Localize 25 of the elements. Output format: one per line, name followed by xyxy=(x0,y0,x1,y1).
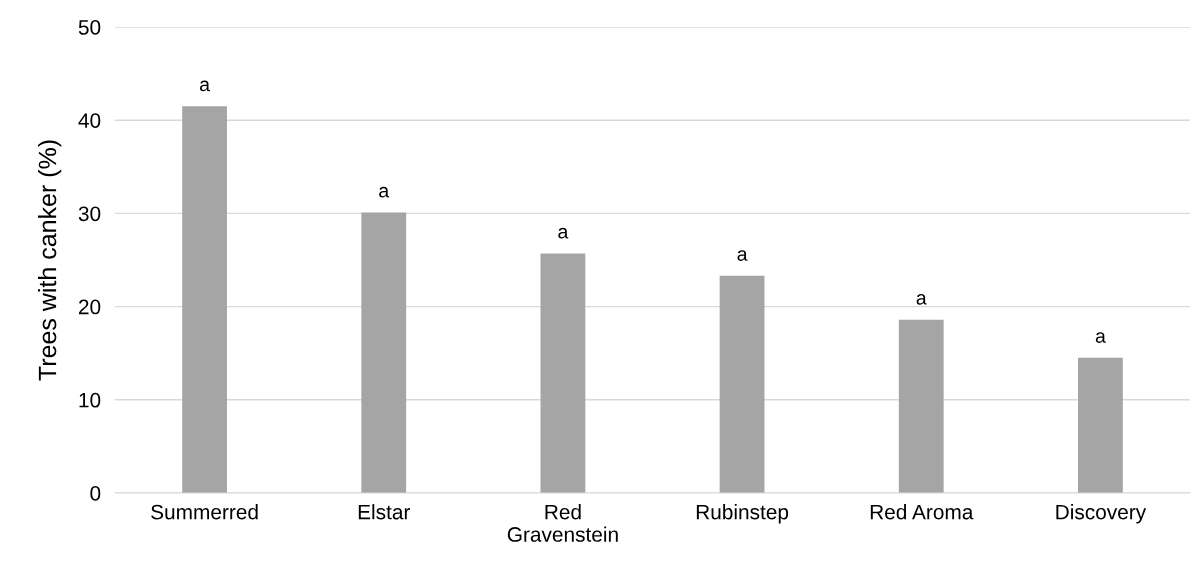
y-tick-label: 40 xyxy=(78,113,101,128)
bar xyxy=(1078,357,1123,493)
bar xyxy=(540,253,586,493)
x-tick-label: Red Aroma xyxy=(870,504,974,520)
annotation: a xyxy=(916,294,927,305)
y-tick-label: 50 xyxy=(78,20,101,35)
annotation: a xyxy=(558,227,569,239)
y-axis-title: Trees with canker (%) xyxy=(37,140,62,381)
y-tick-label: 20 xyxy=(78,299,101,315)
bar xyxy=(898,319,944,493)
bar xyxy=(182,106,227,493)
x-tick-label: Discovery xyxy=(1056,504,1147,524)
x-tick-label: Red Gravenstein xyxy=(507,504,618,542)
y-tick-label: 30 xyxy=(78,206,101,222)
x-tick-label: Elstar xyxy=(358,504,411,520)
annotation: a xyxy=(379,186,390,198)
y-tick-label: 0 xyxy=(90,486,101,501)
bar xyxy=(361,212,407,493)
bar xyxy=(719,275,765,493)
annotation: a xyxy=(1095,332,1106,343)
x-tick-label: Rubinstep xyxy=(696,504,789,524)
annotation: a xyxy=(200,80,210,92)
y-tick-label: 10 xyxy=(79,392,101,408)
x-tick-label: Summerred xyxy=(151,504,258,520)
annotation: a xyxy=(737,250,748,261)
